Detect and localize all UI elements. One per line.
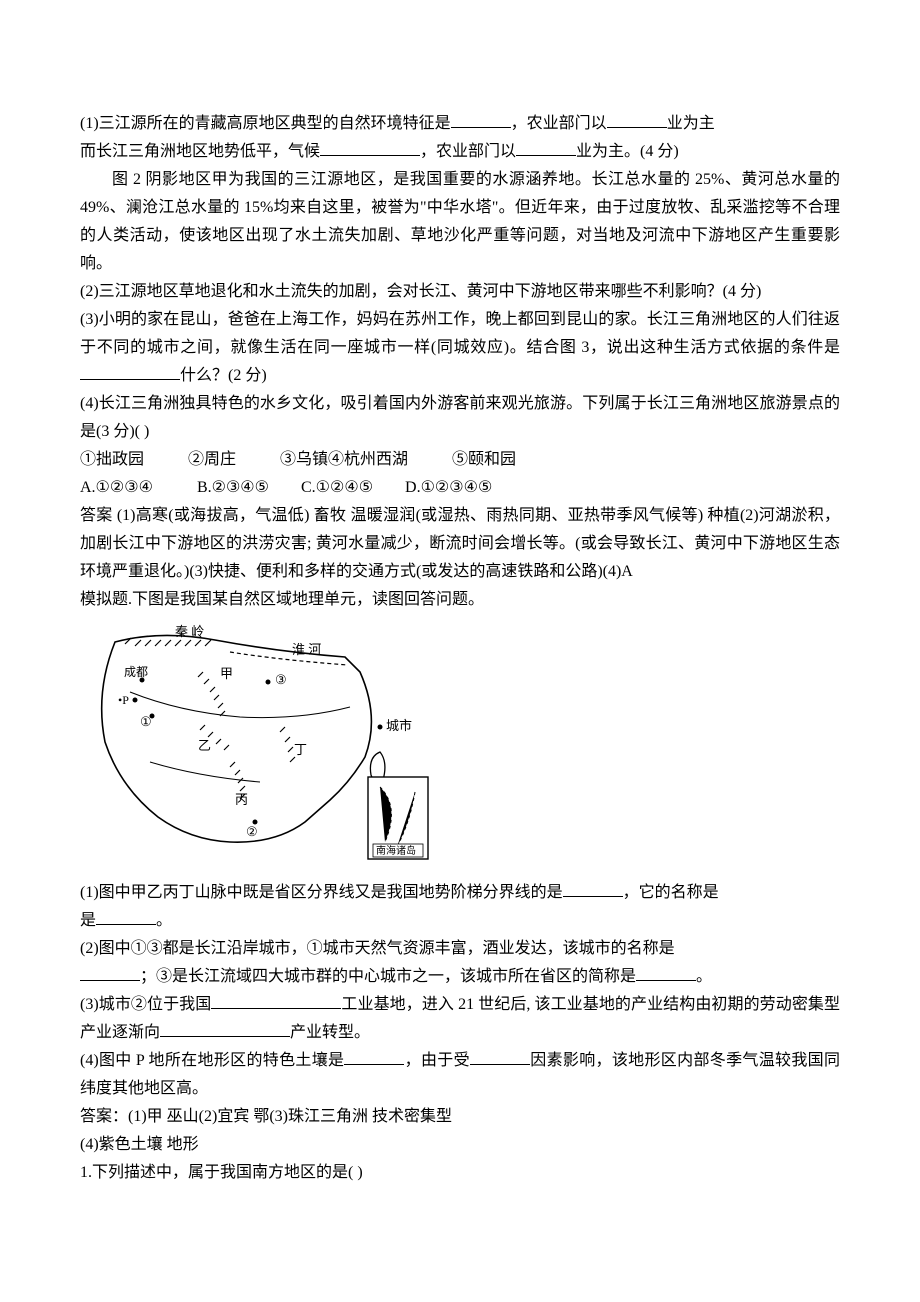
blank [80,364,180,380]
question-4-stem: (4)长江三角洲独具特色的水乡文化，吸引着国内外游客前来观光旅游。下列属于长江三… [80,390,840,446]
label-n3: ③ [275,672,287,687]
label-chengdu: 成都 [124,665,148,679]
text: 产业转型。 [290,1024,370,1041]
sim-q1: (1)图中甲乙丙丁山脉中既是省区分界线又是我国地势阶梯分界线的是 ，它的名称是 [80,879,840,907]
text: 。 [696,968,712,985]
blank [563,881,623,897]
text: ，农业部门以 [420,143,516,160]
blank [451,112,511,128]
label-n1: ① [140,714,152,729]
label-huaihe: 淮 河 [292,642,321,657]
choice-2: ②周庄 [188,451,236,468]
sim-q3: (3)城市②位于我国工业基地，进入 21 世纪后, 该工业基地的产业结构由初期的… [80,991,840,1047]
simulation-title: 模拟题.下图是我国某自然区域地理单元，读图回答问题。 [80,586,840,614]
blank [96,909,156,925]
question-4-choices: ①拙政园 ②周庄 ③乌镇④杭州西湖 ⑤颐和园 [80,446,840,474]
text: (2)图中①③都是长江沿岸城市，①城市天然气资源丰富，酒业发达，该城市的名称是 [80,940,675,957]
label-n2: ② [246,824,258,839]
option-a: A.①②③④ [80,479,153,496]
label-nanhai: 南海诸岛 [376,844,416,857]
text: ，农业部门以 [511,115,607,132]
text: ，它的名称是 [623,884,719,901]
label-ding: 丁 [294,742,307,757]
blank [516,140,576,156]
label-bing: 丙 [235,792,248,807]
question-1-part2: 而长江三角洲地区地势低平，气候 ，农业部门以 业为主。(4 分) [80,138,840,166]
question-1-part1: (1)三江源所在的青藏高原地区典型的自然环境特征是 ，农业部门以 业为主 [80,110,840,138]
choice-1: ①拙政园 [80,451,144,468]
label-yi: 乙 [198,738,211,753]
text: (1)图中甲乙丙丁山脉中既是省区分界线又是我国地势阶梯分界线的是 [80,884,563,901]
extra-q1: 1.下列描述中，属于我国南方地区的是( ) [80,1159,840,1187]
blank [344,1049,404,1065]
choice-3-4: ③乌镇④杭州西湖 [280,451,408,468]
label-p: •P [118,693,129,707]
question-3: (3)小明的家在昆山，爸爸在上海工作，妈妈在苏州工作，晚上都回到昆山的家。长江三… [80,306,840,390]
sim-q2b: ；③是长江流域四大城市群的中心城市之一，该城市所在省区的简称是 。 [80,963,840,991]
blank [470,1049,530,1065]
blank [211,993,341,1009]
choice-5: ⑤颐和园 [452,451,516,468]
answer-2-line1: 答案：(1)甲 巫山(2)宜宾 鄂(3)珠江三角洲 技术密集型 [80,1103,840,1131]
text: 。 [156,912,172,929]
blank [636,965,696,981]
option-b: B.②③④⑤ [197,479,269,496]
blank [80,965,140,981]
question-4-options: A.①②③④ B.②③④⑤ C.①②④⑤ D.①②③④⑤ [80,474,840,502]
sim-q4: (4)图中 P 地所在地形区的特色土壤是，由于受因素影响，该地形区内部冬季气温较… [80,1047,840,1103]
text: (3)城市②位于我国 [80,996,211,1013]
text: (4)图中 P 地所在地形区的特色土壤是 [80,1052,344,1069]
option-d: D.①②③④⑤ [405,479,492,496]
map-figure: 秦 岭 淮 河 成都 •P ① 甲 ③ 乙 丙 丁 ② 城市 南海诸岛 [80,622,840,867]
blank [607,112,667,128]
option-c: C.①②④⑤ [301,479,373,496]
text: 而长江三角洲地区地势低平，气候 [80,143,320,160]
text: 业为主。(4 分) [576,143,679,160]
sim-q1b: 是。 [80,907,840,935]
answer-block-1: 答案 (1)高寒(或海拔高，气温低) 畜牧 温暖湿润(或湿热、雨热同期、亚热带季… [80,502,840,586]
text: (1)三江源所在的青藏高原地区典型的自然环境特征是 [80,115,451,132]
text: ；③是长江流域四大城市群的中心城市之一，该城市所在省区的简称是 [140,968,636,985]
passage-text: 图 2 阴影地区甲为我国的三江源地区，是我国重要的水源涵养地。长江总水量的 25… [80,166,840,278]
question-2: (2)三江源地区草地退化和水土流失的加剧，会对长江、黄河中下游地区带来哪些不利影… [80,278,840,306]
map-svg: 秦 岭 淮 河 成都 •P ① 甲 ③ 乙 丙 丁 ② 城市 南海诸岛 [80,622,435,867]
label-jia: 甲 [220,666,233,681]
text: (3)小明的家在昆山，爸爸在上海工作，妈妈在苏州工作，晚上都回到昆山的家。长江三… [80,311,840,356]
sim-q2: (2)图中①③都是长江沿岸城市，①城市天然气资源丰富，酒业发达，该城市的名称是 [80,935,840,963]
label-qinling: 秦 岭 [175,624,204,639]
blank [320,140,420,156]
text: ，由于受 [404,1052,470,1069]
blank [160,1021,290,1037]
answer-2-line2: (4)紫色土壤 地形 [80,1131,840,1159]
text: 什么？(2 分) [180,367,267,384]
label-city: 城市 [386,718,412,733]
text: 业为主 [667,115,715,132]
text: 是 [80,912,96,929]
